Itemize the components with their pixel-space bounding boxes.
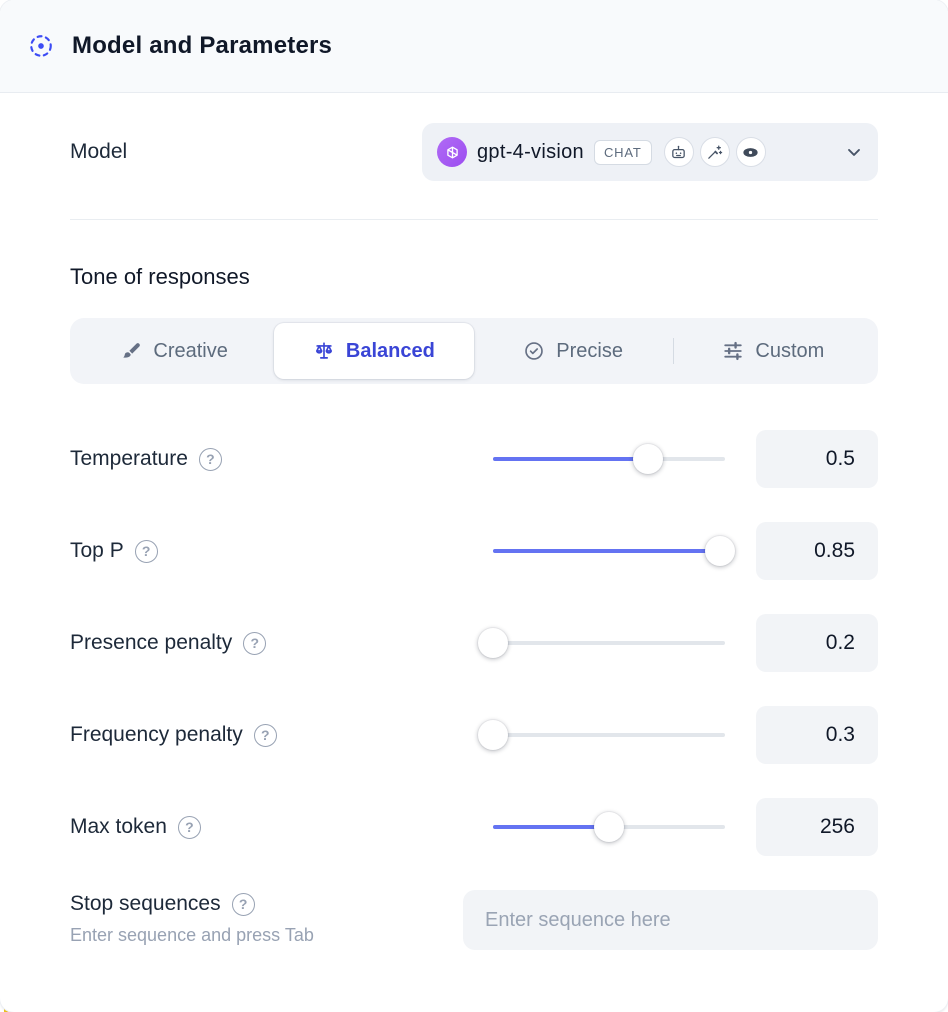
segment-separator [672,338,674,364]
max-token-value[interactable]: 256 [756,798,878,856]
model-select-dropdown[interactable]: gpt-4-vision CHAT [422,123,878,181]
temperature-value[interactable]: 0.5 [756,430,878,488]
slider-handle[interactable] [594,812,624,842]
tone-option-balanced[interactable]: Balanced [274,323,474,379]
help-icon[interactable]: ? [243,631,267,655]
stop-sequences-row: Stop sequences ? Enter sequence and pres… [70,890,878,950]
slider-handle[interactable] [633,444,664,474]
divider [70,219,878,220]
panel-body: Model gpt-4-vision CHAT [0,123,948,950]
tone-option-precise[interactable]: Precise [474,323,673,379]
tone-heading: Tone of responses [70,264,250,289]
parameter-row-top-p: Top P ? 0.85 [70,522,878,580]
parameter-label-group: Top P ? [70,539,493,563]
parameter-label-group: Frequency penalty ? [70,723,493,747]
parameter-row-max-token: Max token ? 256 [70,798,878,856]
magic-wand-icon [699,137,730,167]
help-icon[interactable]: ? [253,723,277,747]
robot-icon [663,137,694,167]
parameter-label-group: Presence penalty ? [70,631,493,655]
chat-badge: CHAT [593,139,652,165]
parameter-label-group: Temperature ? [70,447,493,471]
help-icon[interactable]: ? [198,447,222,471]
tone-option-label: Custom [755,339,825,362]
temperature-slider[interactable] [493,444,725,474]
help-icon[interactable]: ? [134,539,158,563]
vision-eye-icon [735,137,766,167]
chevron-down-icon [844,142,864,162]
stop-sequences-hint: Enter sequence and press Tab [70,925,314,945]
parameter-label: Top P [70,539,124,562]
sliders-icon [722,340,744,362]
tone-segmented-control: Creative Balanced [70,318,878,384]
model-row: Model gpt-4-vision CHAT [70,123,878,181]
brush-icon [121,341,142,362]
parameter-label: Max token [70,815,167,838]
slider-handle[interactable] [478,628,508,658]
panel-title: Model and Parameters [72,32,333,59]
stop-sequences-label-group: Stop sequences ? Enter sequence and pres… [70,890,463,946]
parameter-label: Presence penalty [70,631,233,654]
tone-option-custom[interactable]: Custom [674,323,873,379]
top-p-value[interactable]: 0.85 [756,522,878,580]
frequency-penalty-slider[interactable] [478,720,725,750]
target-check-icon [523,340,545,362]
slider-fill [493,457,649,461]
max-token-slider[interactable] [493,812,725,842]
slider-track [493,641,725,645]
balance-scale-icon [313,340,335,362]
model-name: gpt-4-vision [477,140,584,163]
parameter-label: Temperature [70,447,188,470]
slider-fill [493,549,721,553]
model-parameters-icon [28,33,54,59]
parameter-row-frequency-penalty: Frequency penalty ? 0.3 [70,706,878,764]
stop-sequences-label: Stop sequences [70,892,221,915]
panel-header: Model and Parameters [0,0,948,93]
tone-option-label: Creative [153,339,228,362]
parameter-row-temperature: Temperature ? 0.5 [70,430,878,488]
slider-handle[interactable] [478,720,508,750]
presence-penalty-slider[interactable] [478,628,725,658]
tone-option-label: Precise [556,339,623,362]
top-p-slider[interactable] [493,536,736,566]
parameter-row-presence-penalty: Presence penalty ? 0.2 [70,614,878,672]
help-icon[interactable]: ? [177,815,201,839]
slider-fill [493,825,609,829]
help-icon[interactable]: ? [231,892,255,916]
slider-handle[interactable] [705,536,736,566]
openai-logo-icon [437,137,467,167]
tone-option-label: Balanced [345,339,435,362]
slider-track [493,733,725,737]
model-label: Model [70,140,128,163]
frequency-penalty-value[interactable]: 0.3 [756,706,878,764]
parameter-label-group: Max token ? [70,815,493,839]
stop-sequence-input[interactable] [463,890,878,950]
tone-option-creative[interactable]: Creative [75,323,274,379]
parameter-label: Frequency penalty [70,723,243,746]
capability-badges [663,137,766,167]
presence-penalty-value[interactable]: 0.2 [756,614,878,672]
